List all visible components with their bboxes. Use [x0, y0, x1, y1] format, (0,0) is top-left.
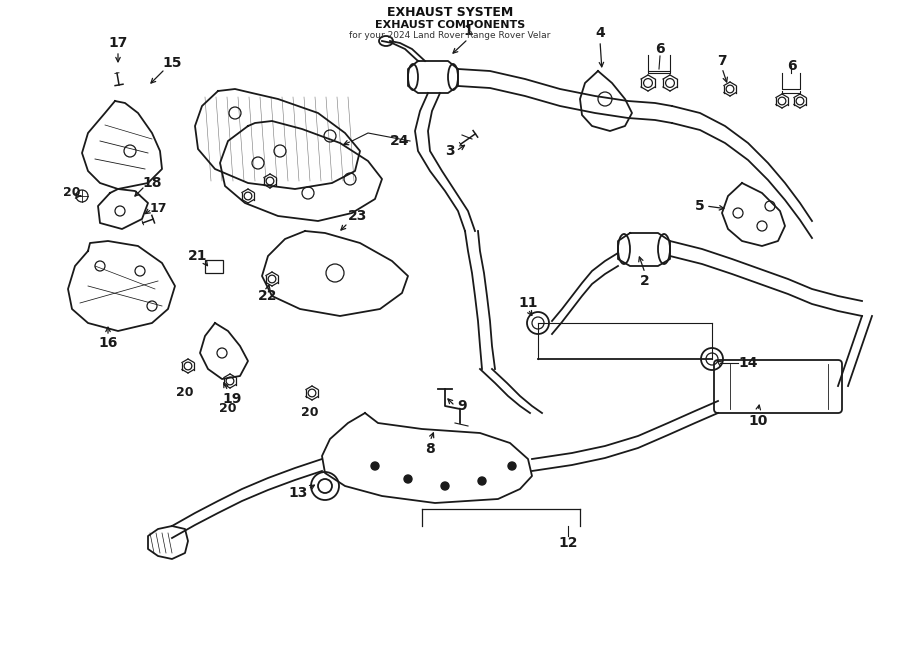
- Circle shape: [478, 477, 486, 485]
- Text: 19: 19: [222, 392, 242, 406]
- Text: EXHAUST COMPONENTS: EXHAUST COMPONENTS: [375, 20, 525, 30]
- Text: 5: 5: [695, 199, 705, 213]
- Circle shape: [404, 475, 412, 483]
- Text: 22: 22: [258, 289, 278, 303]
- Text: 18: 18: [142, 176, 162, 190]
- Text: 20: 20: [63, 186, 81, 200]
- Text: 17: 17: [108, 36, 128, 50]
- Circle shape: [508, 462, 516, 470]
- Text: 2: 2: [640, 274, 650, 288]
- Text: 9: 9: [457, 399, 467, 413]
- Text: 1: 1: [464, 24, 472, 38]
- Text: 13: 13: [288, 486, 308, 500]
- Text: 17: 17: [149, 202, 166, 215]
- Text: 6: 6: [655, 42, 665, 56]
- Text: 20: 20: [302, 407, 319, 420]
- Text: 6: 6: [788, 59, 796, 73]
- Text: 24: 24: [391, 134, 410, 148]
- Text: 12: 12: [558, 536, 578, 550]
- Text: 14: 14: [738, 356, 758, 370]
- Text: 8: 8: [425, 442, 435, 456]
- Text: 23: 23: [348, 209, 368, 223]
- Text: 4: 4: [595, 26, 605, 40]
- Text: 20: 20: [176, 387, 194, 399]
- Text: 10: 10: [748, 414, 768, 428]
- Text: 20: 20: [220, 403, 237, 416]
- Text: 3: 3: [446, 144, 454, 158]
- Text: 15: 15: [162, 56, 182, 70]
- Text: 21: 21: [188, 249, 208, 263]
- Text: 11: 11: [518, 296, 538, 310]
- Text: EXHAUST SYSTEM: EXHAUST SYSTEM: [387, 7, 513, 20]
- Circle shape: [371, 462, 379, 470]
- Text: 7: 7: [717, 54, 727, 68]
- Text: 16: 16: [98, 336, 118, 350]
- Text: for your 2024 Land Rover Range Rover Velar: for your 2024 Land Rover Range Rover Vel…: [349, 30, 551, 40]
- Bar: [205, 260, 223, 273]
- Circle shape: [441, 482, 449, 490]
